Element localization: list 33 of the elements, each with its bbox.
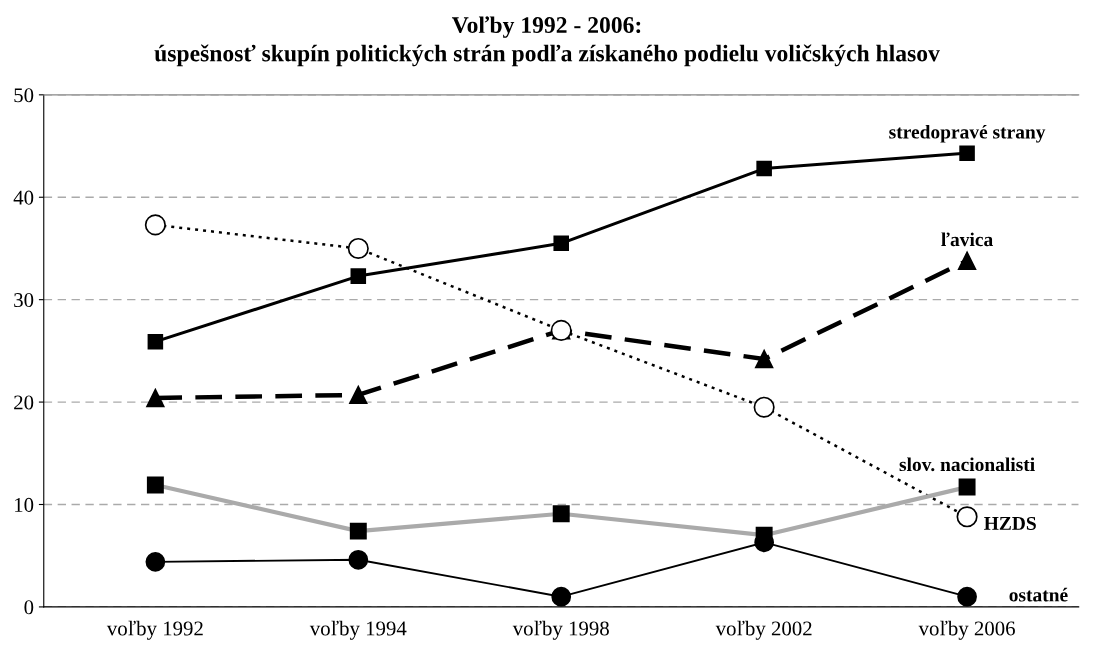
point — [146, 388, 165, 408]
series-label: ľavica — [941, 232, 993, 247]
y-tick-label: 50 — [14, 88, 34, 103]
point — [959, 145, 975, 161]
x-tick-label: voľby 1994 — [309, 620, 407, 640]
point — [957, 586, 977, 607]
x-tick-label: voľby 2002 — [715, 620, 812, 640]
point — [147, 333, 164, 350]
point — [753, 396, 775, 418]
point — [957, 251, 977, 270]
chart-title: Voľby 1992 - 2006: úspešnosť skupín politických strán podľa získaného podielu voličských hlasov — [154, 16, 940, 67]
y-tick-label: 10 — [15, 497, 34, 512]
series-label: slov. nacionalisti — [899, 457, 1035, 472]
point — [956, 506, 978, 528]
y-tick-label: 0 — [24, 600, 34, 615]
y-tick-label: 40 — [13, 190, 34, 205]
point — [348, 549, 369, 570]
point — [553, 235, 570, 252]
series-label: stredopravé strany — [889, 124, 1046, 143]
point — [551, 586, 572, 607]
point — [349, 385, 368, 405]
point — [754, 349, 774, 369]
series-label: HZDS — [984, 516, 1036, 530]
point — [350, 268, 367, 284]
y-tick-label: 30 — [14, 293, 34, 308]
x-tick-label: voľby 2006 — [918, 620, 1015, 640]
x-tick-label: voľby 1998 — [512, 620, 609, 640]
series-label: ostatné — [1009, 587, 1068, 602]
y-tick-label: 20 — [14, 395, 34, 410]
x-tick-label: voľby 1992 — [106, 620, 203, 640]
point — [756, 160, 772, 177]
point — [347, 237, 369, 260]
point — [145, 551, 166, 572]
